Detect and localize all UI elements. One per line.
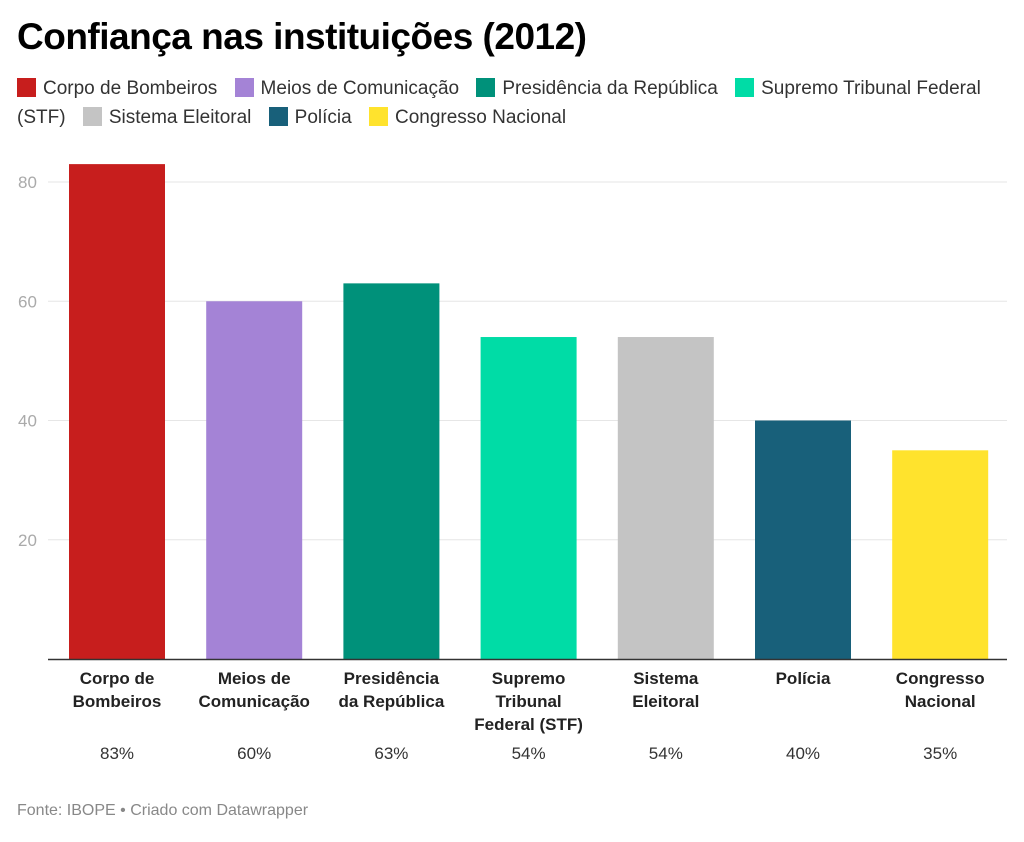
value-label: 83% (100, 744, 134, 763)
legend-item: Supremo Tribunal Federal (STF) (17, 78, 981, 128)
legend-swatch (234, 78, 254, 97)
legend: Corpo de Bombeiros Meios de Comunicação … (17, 74, 1007, 132)
legend-label: Polícia (294, 107, 352, 128)
legend-item: Polícia (268, 107, 352, 128)
y-tick-label: 40 (18, 412, 37, 431)
bar (480, 337, 577, 659)
x-tick-label: da República (338, 692, 444, 711)
x-tick-label: Polícia (776, 669, 831, 688)
bar (69, 164, 165, 660)
legend-item: Corpo de Bombeiros (17, 78, 217, 99)
value-label: 35% (923, 744, 957, 763)
x-tick-label: Tribunal (496, 692, 562, 711)
value-label: 63% (374, 744, 408, 763)
x-tick-label: Eleitoral (632, 692, 699, 711)
value-label: 60% (237, 744, 271, 763)
legend-label: Corpo de Bombeiros (43, 78, 218, 99)
bar (755, 420, 851, 659)
x-tick-label: Corpo de (80, 669, 155, 688)
legend-label: Sistema Eleitoral (108, 107, 252, 128)
chart-title: Confiança nas instituições (2012) (17, 16, 587, 57)
y-tick-label: 80 (18, 173, 37, 192)
legend-label: Meios de Comunicação (260, 78, 460, 99)
legend-item: Presidência da República (476, 78, 718, 99)
legend-swatch (82, 107, 102, 126)
value-label: 54% (649, 744, 683, 763)
x-tick-label: Supremo (492, 669, 566, 688)
bar (206, 301, 303, 659)
x-tick-label: Meios de (218, 669, 291, 688)
legend-swatch (268, 107, 288, 126)
x-tick-label: Presidência (344, 669, 440, 688)
legend-item: Meios de Comunicação (234, 78, 460, 99)
legend-label: Supremo Tribunal Federal (STF) (17, 78, 981, 128)
value-label: 54% (512, 744, 546, 763)
y-tick-label: 20 (18, 531, 37, 550)
legend-label: Presidência da República (502, 78, 718, 99)
value-label: 40% (786, 744, 820, 763)
legend-swatch (735, 78, 755, 97)
x-tick-label: Sistema (633, 669, 699, 688)
bar (343, 283, 440, 659)
x-tick-label: Federal (STF) (474, 715, 583, 734)
x-tick-label: Congresso (896, 669, 985, 688)
legend-swatch (17, 78, 36, 97)
y-tick-label: 60 (18, 292, 37, 311)
x-tick-label: Bombeiros (73, 692, 162, 711)
legend-item: Congresso Nacional (368, 107, 567, 128)
legend-label: Congresso Nacional (394, 107, 567, 128)
legend-swatch (476, 78, 496, 97)
x-tick-label: Comunicação (198, 692, 309, 711)
source-footer: Fonte: IBOPE • Criado com Datawrapper (17, 802, 309, 819)
bar (617, 337, 714, 659)
bar (892, 450, 989, 659)
legend-item: Sistema Eleitoral (82, 107, 252, 128)
x-tick-label: Nacional (905, 692, 976, 711)
legend-swatch (368, 107, 388, 126)
